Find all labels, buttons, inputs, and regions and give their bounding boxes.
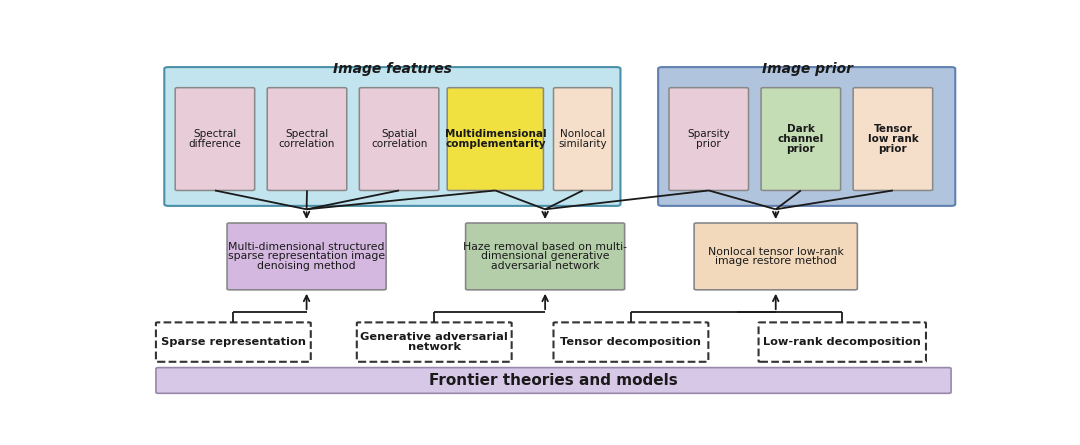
Text: Generative adversarial: Generative adversarial	[361, 332, 509, 342]
Text: Dark: Dark	[787, 125, 814, 134]
FancyBboxPatch shape	[761, 88, 840, 190]
Text: Tensor decomposition: Tensor decomposition	[561, 337, 701, 347]
Text: Sparse representation: Sparse representation	[161, 337, 306, 347]
FancyBboxPatch shape	[465, 223, 624, 290]
FancyBboxPatch shape	[554, 322, 708, 362]
Text: Multidimensional: Multidimensional	[445, 129, 546, 139]
FancyBboxPatch shape	[360, 88, 438, 190]
FancyBboxPatch shape	[356, 322, 512, 362]
Text: denoising method: denoising method	[257, 261, 356, 271]
Text: prior: prior	[786, 144, 815, 154]
FancyBboxPatch shape	[267, 88, 347, 190]
Text: Image features: Image features	[334, 62, 453, 76]
FancyBboxPatch shape	[669, 88, 748, 190]
Text: correlation: correlation	[370, 139, 428, 149]
Text: Spectral: Spectral	[285, 129, 328, 139]
FancyBboxPatch shape	[853, 88, 933, 190]
Text: Image prior: Image prior	[761, 62, 852, 76]
Text: dimensional generative: dimensional generative	[481, 251, 609, 261]
FancyBboxPatch shape	[156, 368, 951, 393]
Text: prior: prior	[879, 144, 907, 154]
Text: Sparsity: Sparsity	[687, 129, 730, 139]
Text: Tensor: Tensor	[874, 125, 913, 134]
Text: Nonlocal tensor low-rank: Nonlocal tensor low-rank	[707, 247, 843, 257]
Text: Nonlocal: Nonlocal	[561, 129, 606, 139]
Text: correlation: correlation	[279, 139, 335, 149]
FancyBboxPatch shape	[156, 322, 311, 362]
FancyBboxPatch shape	[694, 223, 858, 290]
FancyBboxPatch shape	[554, 88, 612, 190]
Text: difference: difference	[189, 139, 241, 149]
Text: prior: prior	[697, 139, 721, 149]
Text: Frontier theories and models: Frontier theories and models	[429, 373, 678, 388]
FancyBboxPatch shape	[658, 67, 956, 206]
Text: Haze removal based on multi-: Haze removal based on multi-	[463, 242, 627, 252]
Text: image restore method: image restore method	[715, 256, 837, 266]
Text: Spatial: Spatial	[381, 129, 417, 139]
FancyBboxPatch shape	[175, 88, 255, 190]
Text: low rank: low rank	[867, 134, 918, 144]
Text: adversarial network: adversarial network	[491, 261, 599, 271]
FancyBboxPatch shape	[758, 322, 926, 362]
FancyBboxPatch shape	[447, 88, 543, 190]
Text: channel: channel	[778, 134, 824, 144]
Text: sparse representation image: sparse representation image	[228, 251, 386, 261]
Text: complementarity: complementarity	[445, 139, 545, 149]
FancyBboxPatch shape	[227, 223, 387, 290]
Text: network: network	[408, 342, 461, 352]
Text: Low-rank decomposition: Low-rank decomposition	[764, 337, 921, 347]
Text: Multi-dimensional structured: Multi-dimensional structured	[228, 242, 384, 252]
FancyBboxPatch shape	[164, 67, 620, 206]
Text: Spectral: Spectral	[193, 129, 237, 139]
Text: similarity: similarity	[558, 139, 607, 149]
